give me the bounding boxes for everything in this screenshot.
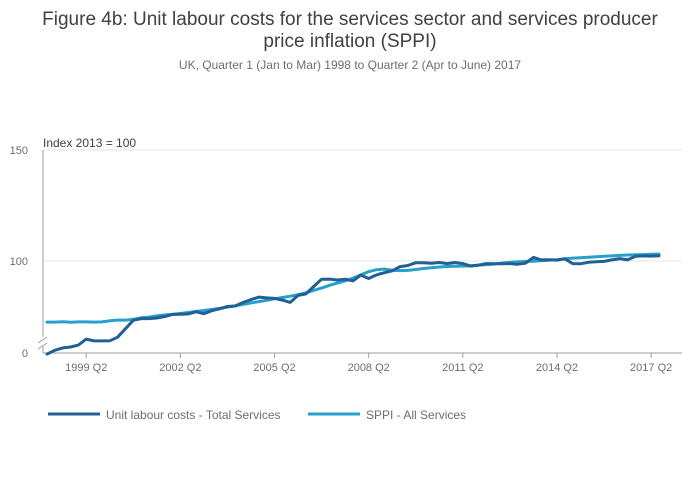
x-tick-label: 2005 Q2 bbox=[253, 362, 295, 374]
x-tick-label: 2008 Q2 bbox=[348, 362, 390, 374]
y-tick-label: 100 bbox=[10, 256, 28, 268]
series-line-1 bbox=[45, 252, 661, 324]
tick-labels: 0 100 150 1999 Q2 2002 Q2 2005 Q2 2008 Q2 2011 … bbox=[10, 145, 673, 374]
series-line-0 bbox=[45, 254, 661, 356]
legend-label-1: SPPI - All Services bbox=[366, 408, 466, 422]
y-tick-label: 150 bbox=[10, 145, 28, 157]
series-lines bbox=[45, 252, 661, 356]
y-tick-label: 0 bbox=[22, 348, 28, 360]
axes bbox=[37, 150, 682, 354]
y-axis-label: Index 2013 = 100 bbox=[43, 136, 136, 150]
chart-title-line-1: Figure 4b: Unit labour costs for the ser… bbox=[42, 9, 658, 30]
x-tick-label: 2017 Q2 bbox=[630, 362, 672, 374]
axis-break-symbol bbox=[37, 336, 48, 350]
legend-label-0: Unit labour costs - Total Services bbox=[106, 408, 281, 422]
legend: Unit labour costs - Total Services SPPI -… bbox=[48, 408, 466, 422]
chart-title-line-2: price inflation (SPPI) bbox=[263, 31, 436, 52]
x-tick-label: 2014 Q2 bbox=[536, 362, 578, 374]
chart-subtitle: UK, Quarter 1 (Jan to Mar) 1998 to Quart… bbox=[179, 58, 521, 72]
x-tick-label: 2002 Q2 bbox=[159, 362, 201, 374]
x-tick-label: 2011 Q2 bbox=[442, 362, 483, 374]
x-tick-label: 1999 Q2 bbox=[65, 362, 107, 374]
gridlines bbox=[43, 149, 682, 262]
